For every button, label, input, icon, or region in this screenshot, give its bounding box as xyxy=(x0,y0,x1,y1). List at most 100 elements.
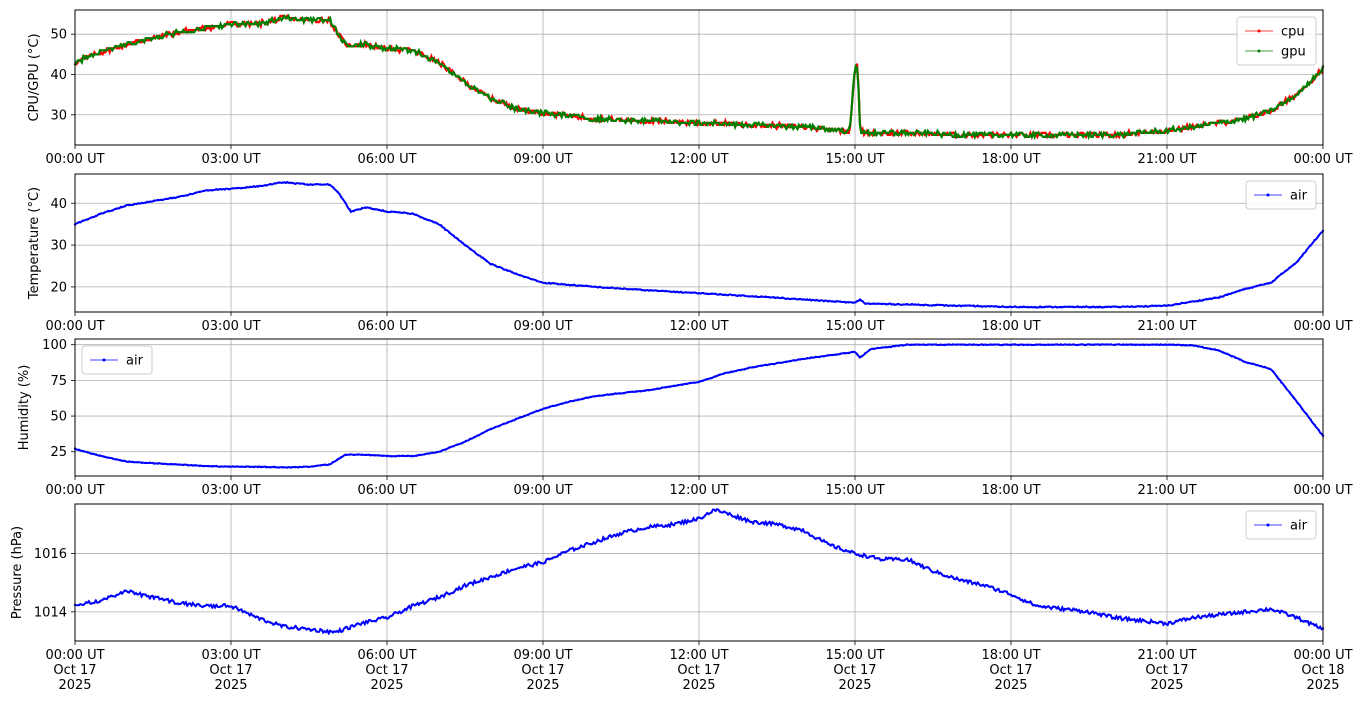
data-point xyxy=(739,368,742,372)
data-point xyxy=(747,295,751,298)
data-point xyxy=(248,22,251,26)
data-point xyxy=(452,234,455,237)
data-point xyxy=(710,511,713,514)
data-point xyxy=(1192,127,1196,131)
data-point xyxy=(123,45,127,48)
data-point xyxy=(256,615,260,619)
data-point xyxy=(373,45,376,48)
data-point xyxy=(602,286,605,289)
data-point xyxy=(643,389,647,392)
data-point xyxy=(152,597,156,600)
data-point xyxy=(381,454,384,457)
data-point xyxy=(647,289,651,292)
data-point xyxy=(1038,305,1042,308)
data-point xyxy=(635,390,638,393)
data-point xyxy=(464,439,468,443)
data-point xyxy=(1151,131,1154,135)
data-point xyxy=(893,303,896,306)
data-point xyxy=(1001,305,1004,308)
data-point xyxy=(776,123,780,127)
data-point xyxy=(1059,343,1063,346)
data-point xyxy=(556,113,559,117)
data-point xyxy=(1072,305,1075,309)
data-point xyxy=(535,279,538,283)
data-point xyxy=(776,361,780,365)
data-point xyxy=(772,522,776,525)
data-point xyxy=(456,443,459,446)
data-point xyxy=(485,429,488,432)
data-point xyxy=(839,300,842,303)
data-point xyxy=(506,421,509,424)
data-point xyxy=(743,294,746,297)
data-point xyxy=(568,113,572,117)
y-tick-label: 40 xyxy=(50,68,67,83)
data-point xyxy=(860,554,863,557)
data-point xyxy=(414,53,418,56)
data-point xyxy=(1296,259,1300,263)
data-point xyxy=(410,49,414,52)
data-point xyxy=(1276,105,1279,108)
data-point xyxy=(152,199,156,202)
data-point xyxy=(685,382,688,386)
data-point xyxy=(1217,296,1221,299)
data-point xyxy=(1309,244,1312,247)
data-point xyxy=(340,456,343,459)
data-point xyxy=(768,520,771,524)
legend-marker xyxy=(1266,193,1270,197)
data-point xyxy=(1284,269,1287,273)
data-point xyxy=(631,390,634,393)
data-point xyxy=(1059,609,1063,612)
legend-marker xyxy=(1257,29,1261,33)
data-point xyxy=(1134,133,1138,137)
data-point xyxy=(1213,296,1217,299)
x-tick-label: 21:00 UT Oct 17 2025 xyxy=(1137,648,1196,693)
data-point xyxy=(810,356,813,359)
data-point xyxy=(206,464,210,468)
data-point xyxy=(1084,135,1088,139)
data-point xyxy=(1217,121,1221,125)
data-point xyxy=(140,41,143,44)
data-point xyxy=(402,454,405,458)
data-point xyxy=(1184,125,1187,129)
data-point xyxy=(934,343,938,346)
data-point xyxy=(577,117,580,121)
data-point xyxy=(144,201,147,204)
data-point xyxy=(914,562,917,565)
data-point xyxy=(1134,343,1138,347)
data-point xyxy=(1234,119,1237,123)
data-point xyxy=(410,603,414,606)
data-point xyxy=(702,516,705,519)
data-point xyxy=(223,465,226,468)
data-point xyxy=(610,535,613,539)
data-point xyxy=(1246,287,1250,290)
data-point xyxy=(747,123,751,127)
x-tick-label: 06:00 UT xyxy=(357,319,416,334)
data-point xyxy=(864,554,867,557)
data-point xyxy=(1259,283,1262,287)
data-point xyxy=(1255,363,1258,367)
data-point xyxy=(747,366,751,369)
data-point xyxy=(1142,305,1146,308)
data-point xyxy=(1138,617,1142,621)
data-point xyxy=(298,465,301,469)
data-point xyxy=(315,20,318,24)
data-point xyxy=(390,210,393,213)
data-point xyxy=(872,133,875,137)
data-point xyxy=(1205,123,1208,127)
data-point xyxy=(527,413,530,416)
data-point xyxy=(473,435,476,439)
data-point xyxy=(901,559,904,562)
data-point xyxy=(1084,305,1088,308)
data-point xyxy=(627,528,630,532)
data-point xyxy=(248,24,251,28)
data-point xyxy=(240,608,243,611)
data-point xyxy=(102,211,106,215)
x-tick-label: 12:00 UT xyxy=(669,152,728,167)
data-point xyxy=(427,598,430,602)
data-point xyxy=(435,222,439,225)
data-point xyxy=(768,123,771,127)
data-point xyxy=(1105,305,1108,309)
data-point xyxy=(460,241,464,244)
data-point xyxy=(964,135,967,139)
data-point xyxy=(968,133,971,137)
